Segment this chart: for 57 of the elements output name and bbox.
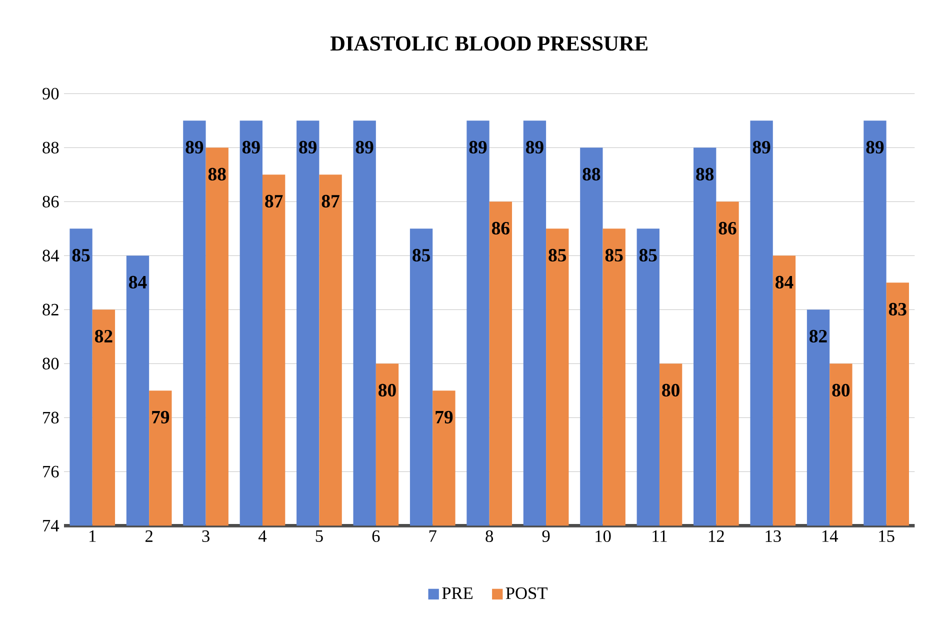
data-label: 85 bbox=[639, 248, 657, 262]
y-tick-label: 74 bbox=[43, 520, 60, 532]
x-tick-label: 14 bbox=[822, 530, 838, 542]
y-tick-label: 78 bbox=[43, 412, 59, 424]
data-label: 89 bbox=[526, 140, 544, 154]
y-tick-label: 88 bbox=[42, 142, 59, 154]
data-label: 89 bbox=[752, 140, 770, 154]
data-label: 85 bbox=[412, 248, 430, 262]
data-label: 83 bbox=[888, 302, 906, 316]
x-tick-label: 5 bbox=[316, 530, 323, 542]
y-tick-label: 86 bbox=[42, 196, 59, 208]
data-label: 88 bbox=[582, 168, 600, 181]
y-tick-label: 84 bbox=[42, 250, 60, 262]
data-label: 85 bbox=[548, 248, 566, 262]
data-label: 82 bbox=[810, 330, 827, 343]
x-tick-label: 15 bbox=[879, 530, 894, 542]
data-label: 86 bbox=[718, 222, 736, 235]
data-label: 80 bbox=[378, 384, 396, 397]
x-tick-label: 2 bbox=[145, 530, 152, 542]
x-tick-label: 3 bbox=[202, 530, 210, 542]
x-tick-label: 4 bbox=[258, 530, 267, 542]
data-label: 80 bbox=[662, 384, 680, 397]
data-label: 88 bbox=[696, 168, 714, 181]
data-label: 79 bbox=[152, 410, 170, 424]
data-label: 82 bbox=[94, 330, 112, 343]
data-label: 87 bbox=[265, 194, 283, 208]
data-label: 85 bbox=[72, 248, 90, 262]
y-tick-label: 82 bbox=[42, 304, 58, 316]
x-tick-label: 11 bbox=[652, 530, 667, 542]
data-label: 86 bbox=[492, 222, 510, 235]
data-label: 84 bbox=[129, 276, 147, 289]
x-tick-label: 9 bbox=[542, 530, 550, 542]
data-label: 89 bbox=[866, 140, 884, 154]
data-label: 80 bbox=[832, 384, 850, 397]
x-tick-label: 8 bbox=[486, 530, 494, 542]
legend-label: PRE bbox=[442, 587, 473, 599]
data-label: 84 bbox=[776, 276, 794, 289]
data-label: 89 bbox=[299, 140, 317, 154]
x-tick-label: 13 bbox=[766, 530, 781, 542]
x-tick-label: 6 bbox=[372, 530, 380, 542]
data-label: 89 bbox=[186, 140, 204, 154]
data-label: 87 bbox=[322, 194, 340, 208]
x-tick-label: 12 bbox=[709, 530, 724, 542]
chart-title: DIASTOLIC BLOOD PRESSURE bbox=[330, 36, 648, 51]
data-label: 79 bbox=[436, 410, 453, 424]
y-tick-label: 76 bbox=[43, 466, 59, 478]
y-tick-label: 80 bbox=[42, 358, 59, 370]
legend-label: POST bbox=[506, 587, 548, 600]
y-tick-label: 90 bbox=[42, 88, 59, 100]
data-label: 89 bbox=[356, 140, 374, 154]
data-label: 85 bbox=[605, 248, 623, 262]
x-tick-label: 1 bbox=[90, 530, 96, 542]
x-tick-label: 7 bbox=[429, 530, 436, 542]
data-label: 89 bbox=[469, 140, 487, 154]
data-label: 89 bbox=[242, 140, 260, 154]
data-label: 88 bbox=[208, 168, 226, 181]
x-tick-label: 10 bbox=[596, 530, 611, 542]
